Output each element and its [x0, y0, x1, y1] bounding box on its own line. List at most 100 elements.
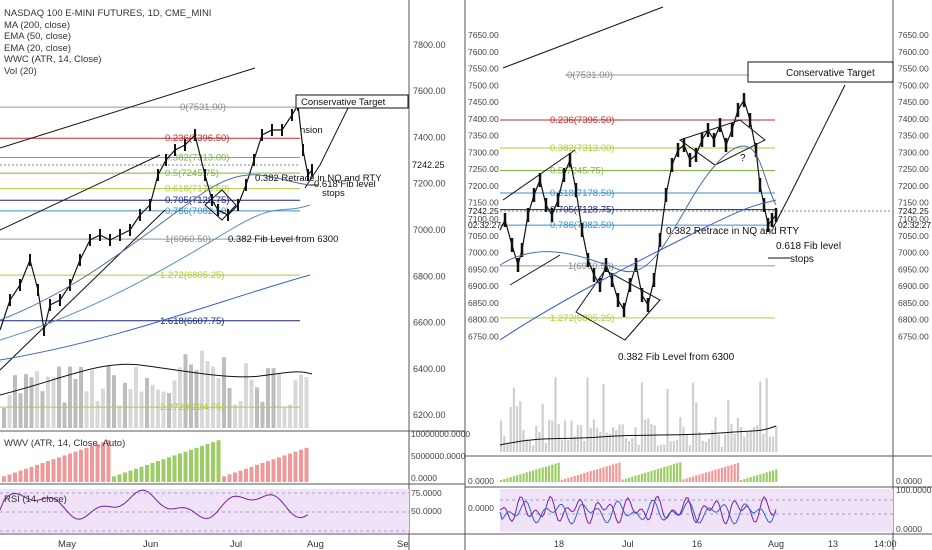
price-tick-label-left: 7000.00: [468, 248, 499, 258]
fib-from-label: 0.382 Fib Level from 6300: [228, 234, 338, 245]
volume-bar: [608, 433, 611, 452]
wwv-bar: [216, 440, 221, 482]
wwv-tick-label: 5000000.0000: [411, 451, 466, 461]
wwv-bar: [522, 473, 525, 482]
price-tick-label: 7200.00: [413, 179, 446, 189]
volume-bar: [640, 382, 643, 452]
rsi-tick-label: 100.0000: [896, 485, 932, 495]
volume-bar: [720, 446, 723, 452]
price-tick-label: 6200.00: [413, 410, 446, 420]
wwv-bar: [682, 479, 685, 482]
wwv-bar: [84, 447, 89, 482]
volume-bar: [768, 436, 771, 452]
left-fib-levels: 0(7531.00) 0.236(7396.50) 0.382(7313.00) 0.…: [0, 102, 300, 413]
wwv-bar: [624, 478, 627, 482]
volume-bar: [538, 432, 541, 452]
wwv-bar: [663, 467, 666, 482]
rsi-tick-label: 75.0000: [411, 488, 442, 498]
volume-bar: [68, 366, 72, 428]
indicator-ema20[interactable]: EMA (20, close): [4, 42, 72, 54]
fib-label: 0.786(7082.50): [165, 206, 229, 217]
wwv-tick-label: 10000000.0000: [411, 429, 470, 439]
volume-bar: [596, 427, 599, 452]
volume-bar: [653, 425, 656, 452]
ma-200-line: [0, 274, 311, 361]
volume-bar: [567, 439, 570, 452]
wwv-bar: [759, 474, 762, 482]
wwv-bar: [733, 463, 736, 482]
volume-bar: [525, 439, 528, 452]
wwv-bar: [775, 469, 778, 482]
axes: 7800.00 7600.00 7400.00 7200.00 7000.00 6800.…: [4, 30, 932, 550]
indicator-vol[interactable]: Vol (20): [4, 65, 37, 77]
rsi-tick-label: 0.0000: [896, 524, 922, 534]
wwv-bar: [698, 474, 701, 482]
volume-bar: [730, 423, 733, 452]
volume-ma-line: [0, 363, 313, 396]
volume-bar: [106, 365, 111, 428]
fib-label: 0(7531.00): [567, 70, 613, 81]
volume-bar: [775, 425, 778, 452]
volume-bar: [244, 363, 248, 428]
wwv-bar: [167, 457, 171, 482]
annotations: Conservative Target 0.382 Retrace in NQ a…: [228, 61, 894, 363]
symbol-title[interactable]: NASDAQ 100 E-MINI FUTURES, 1D, CME_MINI: [4, 8, 212, 19]
left-price-series: [0, 99, 313, 396]
volume-bar: [288, 404, 292, 428]
volume-bar: [500, 420, 503, 452]
ema-50-line: [499, 199, 777, 341]
time-tick-label: May: [58, 539, 76, 550]
time-tick-label: 18: [554, 539, 564, 549]
indicator-ema50[interactable]: EMA (50, close): [4, 31, 72, 42]
volume-bar: [740, 427, 743, 452]
indicator-wwc[interactable]: WWC (ATR, 14, Close): [4, 54, 102, 65]
target-box: [747, 61, 894, 83]
fib-label: 0.382(7313.00): [165, 153, 229, 164]
channel-line-b: [0, 209, 166, 371]
volume-bar: [134, 367, 138, 428]
fib-label: 0.705(7128.75): [165, 195, 229, 206]
volume-bar: [178, 367, 182, 428]
volume-bar: [216, 378, 221, 428]
volume-bar: [233, 404, 237, 428]
time-tick-label: Aug: [307, 539, 324, 550]
wwv-bar: [227, 474, 232, 482]
price-tick-label-left: 6850.00: [468, 298, 499, 308]
wwv-bar: [538, 468, 541, 482]
volume-bar: [749, 429, 752, 452]
time-tick-label: Jun: [143, 539, 158, 550]
price-tick-label: 7600.00: [413, 86, 446, 96]
volume-bar: [7, 394, 12, 428]
fib618-label: 0.618 Fib level: [314, 179, 376, 190]
price-tick-label-right: 6950.00: [898, 264, 929, 274]
wwv-bar: [95, 444, 100, 482]
volume-bar: [765, 378, 768, 452]
volume-bar: [512, 387, 515, 452]
wwv-bar: [516, 475, 519, 482]
wwv-bar: [596, 469, 599, 482]
wwv-bar: [695, 475, 698, 482]
indicator-ma200[interactable]: MA (200, close): [4, 19, 70, 31]
stops-label: stops: [790, 254, 814, 265]
wwv-bar: [708, 471, 711, 482]
wwv-bar: [560, 479, 563, 482]
wwv-bar: [123, 472, 127, 482]
wwv-bar: [554, 463, 557, 482]
wwv-bar: [40, 463, 45, 482]
price-tick-label: 6800.00: [413, 271, 446, 281]
wwv-bar: [255, 464, 259, 482]
volume-bar: [73, 379, 78, 428]
wwv-bar: [602, 467, 605, 482]
volume-bar: [84, 391, 89, 428]
left-wwv-bars: [2, 440, 309, 482]
wwv-bar: [46, 461, 50, 482]
price-tick-label-right: 7150.00: [898, 197, 929, 207]
volume-bar: [194, 370, 199, 428]
wwv-bar: [711, 470, 714, 482]
volume-bar: [532, 445, 535, 452]
volume-bar: [695, 402, 698, 452]
wwv-bar: [701, 473, 704, 482]
fib-label: 2.272(6234.75): [160, 402, 224, 413]
price-tick-label-right: 7350.00: [898, 131, 929, 141]
